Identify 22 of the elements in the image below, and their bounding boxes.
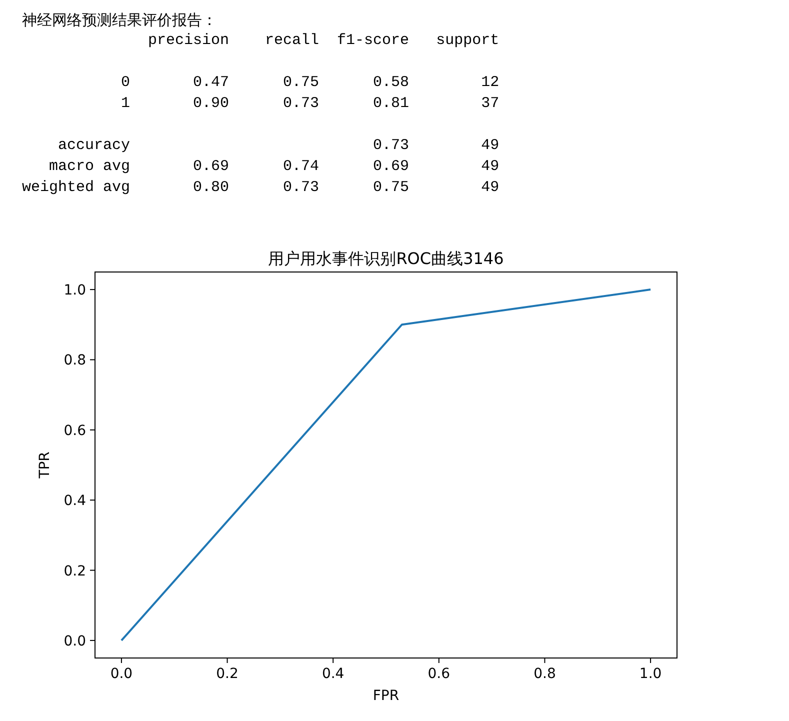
x-tick-label: 0.6: [428, 666, 450, 682]
x-tick-label: 0.0: [110, 666, 133, 682]
x-tick-label: 1.0: [639, 666, 662, 682]
y-tick-label: 1.0: [64, 282, 86, 299]
chart-title: 用户用水事件识别ROC曲线3146: [268, 249, 504, 268]
x-tick-label: 0.2: [216, 666, 238, 682]
text: precision recall f1-score support: [22, 32, 500, 49]
text: macro avg 0.69 0.74 0.69 49: [22, 158, 500, 175]
y-tick-label: 0.8: [64, 352, 86, 369]
text: 0 0.47 0.75 0.58 12: [22, 74, 500, 91]
y-tick-label: 0.6: [64, 422, 86, 439]
text: 1 0.90 0.73 0.81 37: [22, 95, 500, 112]
text: 神经网络预测结果评价报告：: [22, 11, 217, 29]
text: weighted avg 0.80 0.73 0.75 49: [22, 179, 500, 196]
x-tick-label: 0.8: [534, 666, 556, 682]
y-tick-label: 0.0: [64, 633, 86, 650]
y-tick-label: 0.2: [64, 563, 86, 580]
text: accuracy 0.73 49: [22, 137, 500, 154]
y-tick-label: 0.4: [64, 493, 86, 510]
x-axis-title: FPR: [372, 688, 400, 704]
x-tick-label: 0.4: [322, 666, 344, 682]
y-axis-title: TPR: [37, 451, 53, 480]
